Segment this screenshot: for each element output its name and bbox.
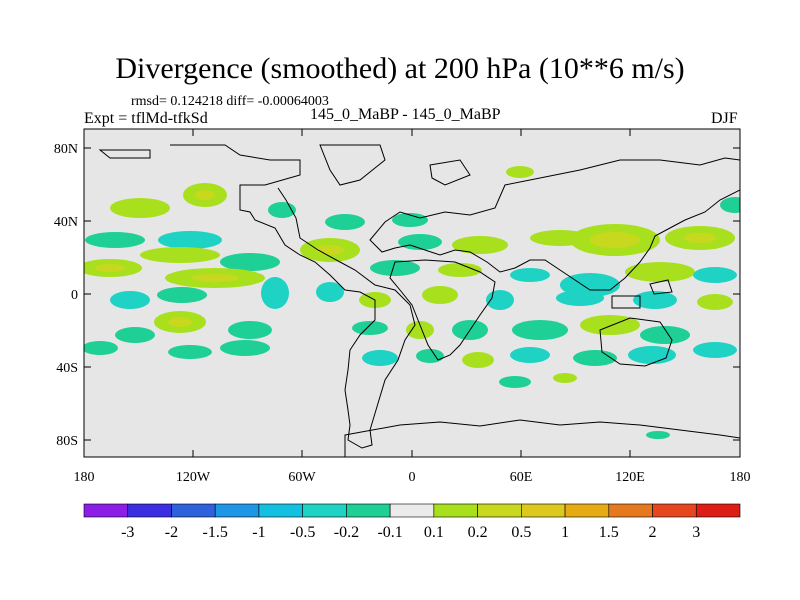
colorbar-label: 3	[692, 524, 700, 541]
colorbar-swatch	[127, 503, 172, 518]
latitude-axis: 80N 40N 0 40S 80S	[54, 142, 740, 449]
colorbar-label: -3	[121, 524, 134, 541]
colorbar-label: -0.1	[377, 524, 402, 541]
colorbar-label: 2	[649, 524, 657, 541]
colorbar-swatch	[171, 503, 216, 518]
lon-label: 60W	[288, 470, 316, 485]
colorbar-label: 0.1	[424, 524, 444, 541]
lon-label: 180	[730, 470, 751, 485]
colorbar-label: 1.5	[599, 524, 619, 541]
lat-label: 0	[71, 288, 78, 303]
colorbar-label: -1	[252, 524, 265, 541]
experiment-label: Expt = tflMd-tfkSd	[84, 110, 208, 127]
colorbar-swatch	[695, 503, 741, 518]
lon-label: 120W	[176, 470, 211, 485]
colorbar-label: -2	[165, 524, 178, 541]
lat-label: 40N	[54, 215, 78, 230]
lat-label: 80N	[54, 142, 78, 157]
plot-title: Divergence (smoothed) at 200 hPa (10**6 …	[115, 52, 685, 85]
colorbar-swatch	[389, 503, 435, 518]
colorbar-swatch	[433, 503, 478, 518]
colorbar-swatch	[477, 503, 522, 518]
lon-label: 60E	[510, 470, 533, 485]
colorbar-swatch	[258, 503, 303, 518]
rmsd-diff-stats: rmsd= 0.124218 diff= -0.00064003	[131, 94, 329, 109]
colorbar-swatch	[83, 503, 129, 518]
case-label: 145_0_MaBP - 145_0_MaBP	[310, 106, 501, 123]
colorbar-label: 1	[561, 524, 569, 541]
continent-outlines	[98, 144, 740, 457]
season-label: DJF	[711, 110, 738, 127]
colorbar-swatch	[608, 503, 653, 518]
colorbar-swatch	[214, 503, 260, 518]
colorbar-swatch	[652, 503, 697, 518]
colorbar-label: 0.2	[468, 524, 488, 541]
colorbar-label: -0.5	[290, 524, 315, 541]
colorbar-swatch	[521, 503, 566, 518]
colorbar-labels: -3 -2 -1.5 -1 -0.5 -0.2 -0.1 0.1 0.2 0.5 1 1.5 2 3	[121, 524, 700, 541]
colorbar-label: 0.5	[511, 524, 531, 541]
colorbar-label: -0.2	[334, 524, 359, 541]
lon-label: 0	[409, 470, 416, 485]
colorbar	[83, 503, 741, 518]
colorbar-swatch	[346, 503, 391, 518]
lon-label: 180	[74, 470, 95, 485]
lat-label: 40S	[56, 361, 78, 376]
colorbar-swatch	[302, 503, 347, 518]
colorbar-label: -1.5	[203, 524, 228, 541]
lat-label: 80S	[56, 434, 78, 449]
lon-label: 120E	[615, 470, 645, 485]
divergence-field	[84, 166, 740, 439]
colorbar-swatch	[564, 503, 610, 518]
longitude-axis: 180 120W 60W 0 60E 120E 180	[74, 129, 751, 485]
